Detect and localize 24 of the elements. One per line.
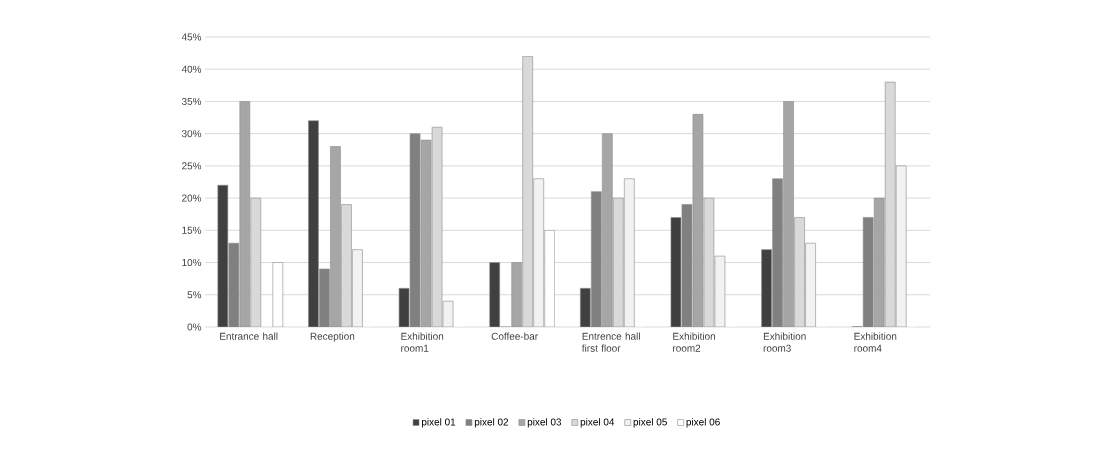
- legend-label: pixel 06: [686, 418, 720, 428]
- legend-label: pixel 02: [474, 418, 509, 428]
- x-tick-label: Exhibition room2: [673, 332, 715, 352]
- legend-label: pixel 01: [421, 418, 456, 428]
- y-tick-label: 10%: [182, 259, 202, 267]
- y-tick-label: 5%: [187, 291, 202, 299]
- y-tick-label: 40%: [181, 65, 202, 73]
- y-tick-label: 30%: [181, 130, 202, 138]
- y-tick-label: 35%: [181, 97, 202, 105]
- x-tick-label: Exhibition room1: [401, 332, 444, 352]
- x-tick-label: Coffee-bar: [491, 332, 538, 340]
- x-tick-label: Exhibition room3: [763, 332, 806, 352]
- y-tick-label: 45%: [181, 33, 202, 41]
- y-tick-label: 15%: [182, 226, 202, 234]
- y-tick-label: 0%: [187, 323, 202, 331]
- y-tick-label: 25%: [182, 162, 202, 170]
- x-tick-label: Entrance hall: [220, 332, 278, 340]
- x-tick-label: Reception: [310, 332, 355, 342]
- x-tick-label: Entrence hall first floor: [581, 332, 640, 352]
- legend-label: pixel 05: [633, 418, 667, 428]
- legend-label: pixel 03: [527, 418, 562, 428]
- y-tick-label: 20%: [182, 194, 202, 202]
- x-tick-label: Exhibition room4: [854, 332, 897, 352]
- legend-label: pixel 04: [580, 418, 615, 428]
